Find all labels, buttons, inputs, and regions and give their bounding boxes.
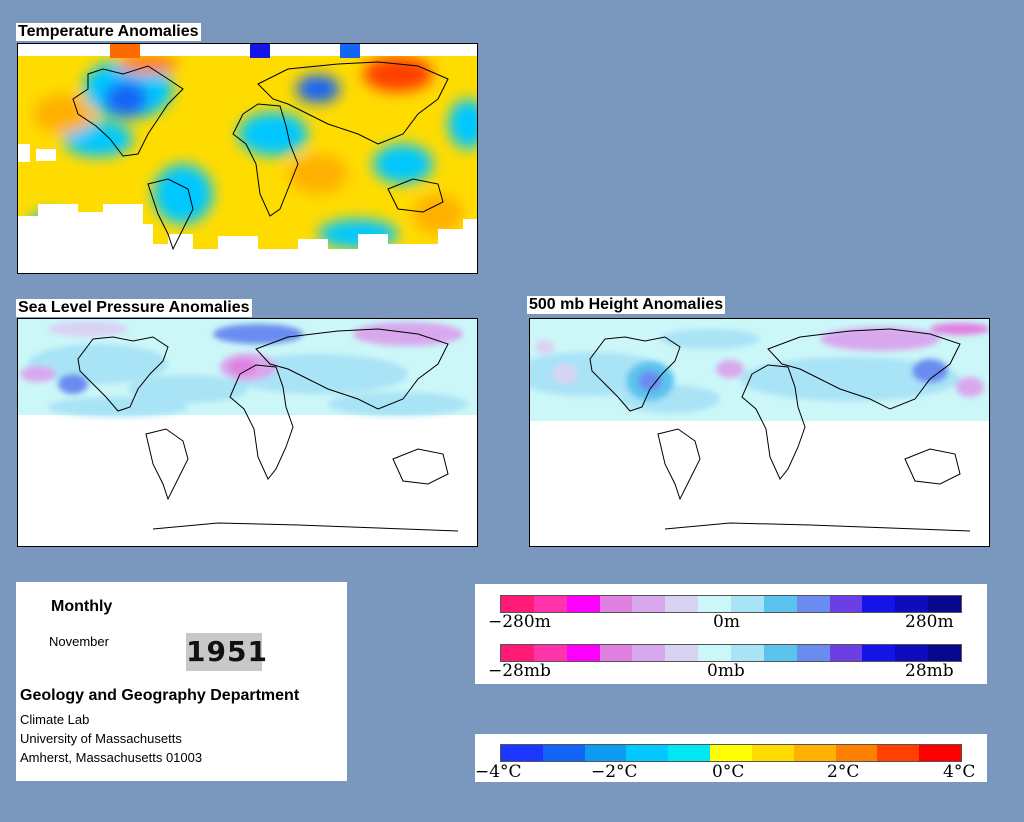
pressure-scale-swatch bbox=[566, 645, 600, 661]
university-name: University of Massachusetts bbox=[20, 731, 182, 746]
year-display: 1951 bbox=[186, 633, 267, 671]
height-scale-swatch bbox=[698, 596, 732, 612]
pressure-scale-swatch bbox=[829, 645, 863, 661]
pressure-anomaly-map bbox=[17, 318, 478, 547]
height-scale-swatch bbox=[566, 596, 600, 612]
temperature-color-scale bbox=[500, 744, 962, 762]
height-scale-swatch bbox=[632, 596, 666, 612]
height-scale-swatch bbox=[796, 596, 830, 612]
department-name: Geology and Geography Department bbox=[20, 687, 300, 704]
temperature-scale-swatch bbox=[542, 745, 585, 761]
height-map-title: 500 mb Height Anomalies bbox=[527, 296, 726, 314]
temperature-tick-minus4: −4°C bbox=[475, 762, 522, 782]
pressure-scale-swatch bbox=[796, 645, 830, 661]
temperature-scale-swatch bbox=[877, 745, 920, 761]
pressure-max-label: 28mb bbox=[905, 661, 954, 681]
height-anomaly-map bbox=[529, 318, 990, 547]
height-scale-swatch bbox=[763, 596, 797, 612]
height-scale-swatch bbox=[533, 596, 567, 612]
address-text: Amherst, Massachusetts 01003 bbox=[20, 750, 203, 765]
pressure-scale-swatch bbox=[632, 645, 666, 661]
month-label: November bbox=[49, 634, 109, 649]
height-scale-swatch bbox=[928, 596, 962, 612]
temperature-scale-swatch bbox=[751, 745, 794, 761]
pressure-scale-swatch bbox=[599, 645, 633, 661]
pressure-map-title: Sea Level Pressure Anomalies bbox=[16, 299, 252, 317]
temperature-legend-panel: −4°C −2°C 0°C 2°C 4°C bbox=[475, 734, 987, 782]
temperature-map-title: Temperature Anomalies bbox=[16, 23, 201, 41]
pressure-min-label: −28mb bbox=[488, 661, 551, 681]
temperature-scale-swatch bbox=[584, 745, 627, 761]
pressure-scale-swatch bbox=[928, 645, 962, 661]
temperature-scale-swatch bbox=[710, 745, 752, 761]
temperature-scale-swatch bbox=[919, 745, 961, 761]
height-mid-label: 0m bbox=[713, 612, 740, 632]
temperature-scale-swatch bbox=[668, 745, 711, 761]
height-max-label: 280m bbox=[905, 612, 954, 632]
height-scale-swatch bbox=[599, 596, 633, 612]
pressure-scale-swatch bbox=[501, 645, 534, 661]
temperature-scale-swatch bbox=[835, 745, 878, 761]
pressure-scale-swatch bbox=[665, 645, 699, 661]
anomaly-legend-panel: −280m 0m 280m −28mb 0mb 28mb bbox=[475, 584, 987, 684]
height-scale-swatch bbox=[501, 596, 534, 612]
height-color-scale bbox=[500, 595, 962, 613]
temperature-scale-swatch bbox=[626, 745, 669, 761]
height-scale-swatch bbox=[895, 596, 929, 612]
temperature-tick-zero: 0°C bbox=[712, 762, 745, 782]
height-scale-swatch bbox=[665, 596, 699, 612]
height-scale-swatch bbox=[829, 596, 863, 612]
pressure-scale-swatch bbox=[763, 645, 797, 661]
height-min-label: −280m bbox=[488, 612, 551, 632]
lab-name: Climate Lab bbox=[20, 712, 90, 727]
pressure-scale-swatch bbox=[862, 645, 896, 661]
height-scale-swatch bbox=[731, 596, 764, 612]
pressure-scale-swatch bbox=[698, 645, 732, 661]
period-label: Monthly bbox=[51, 598, 113, 615]
height-scale-swatch bbox=[862, 596, 896, 612]
pressure-scale-swatch bbox=[895, 645, 929, 661]
pressure-color-scale bbox=[500, 644, 962, 662]
temperature-scale-swatch bbox=[501, 745, 543, 761]
pressure-scale-swatch bbox=[731, 645, 764, 661]
temperature-tick-plus4: 4°C bbox=[943, 762, 976, 782]
temperature-scale-swatch bbox=[793, 745, 836, 761]
pressure-scale-swatch bbox=[533, 645, 567, 661]
temperature-tick-plus2: 2°C bbox=[827, 762, 860, 782]
info-panel: Monthly November 1951 Geology and Geogra… bbox=[16, 582, 347, 781]
pressure-mid-label: 0mb bbox=[707, 661, 745, 681]
temperature-anomaly-map bbox=[17, 43, 478, 274]
temperature-tick-minus2: −2°C bbox=[591, 762, 638, 782]
